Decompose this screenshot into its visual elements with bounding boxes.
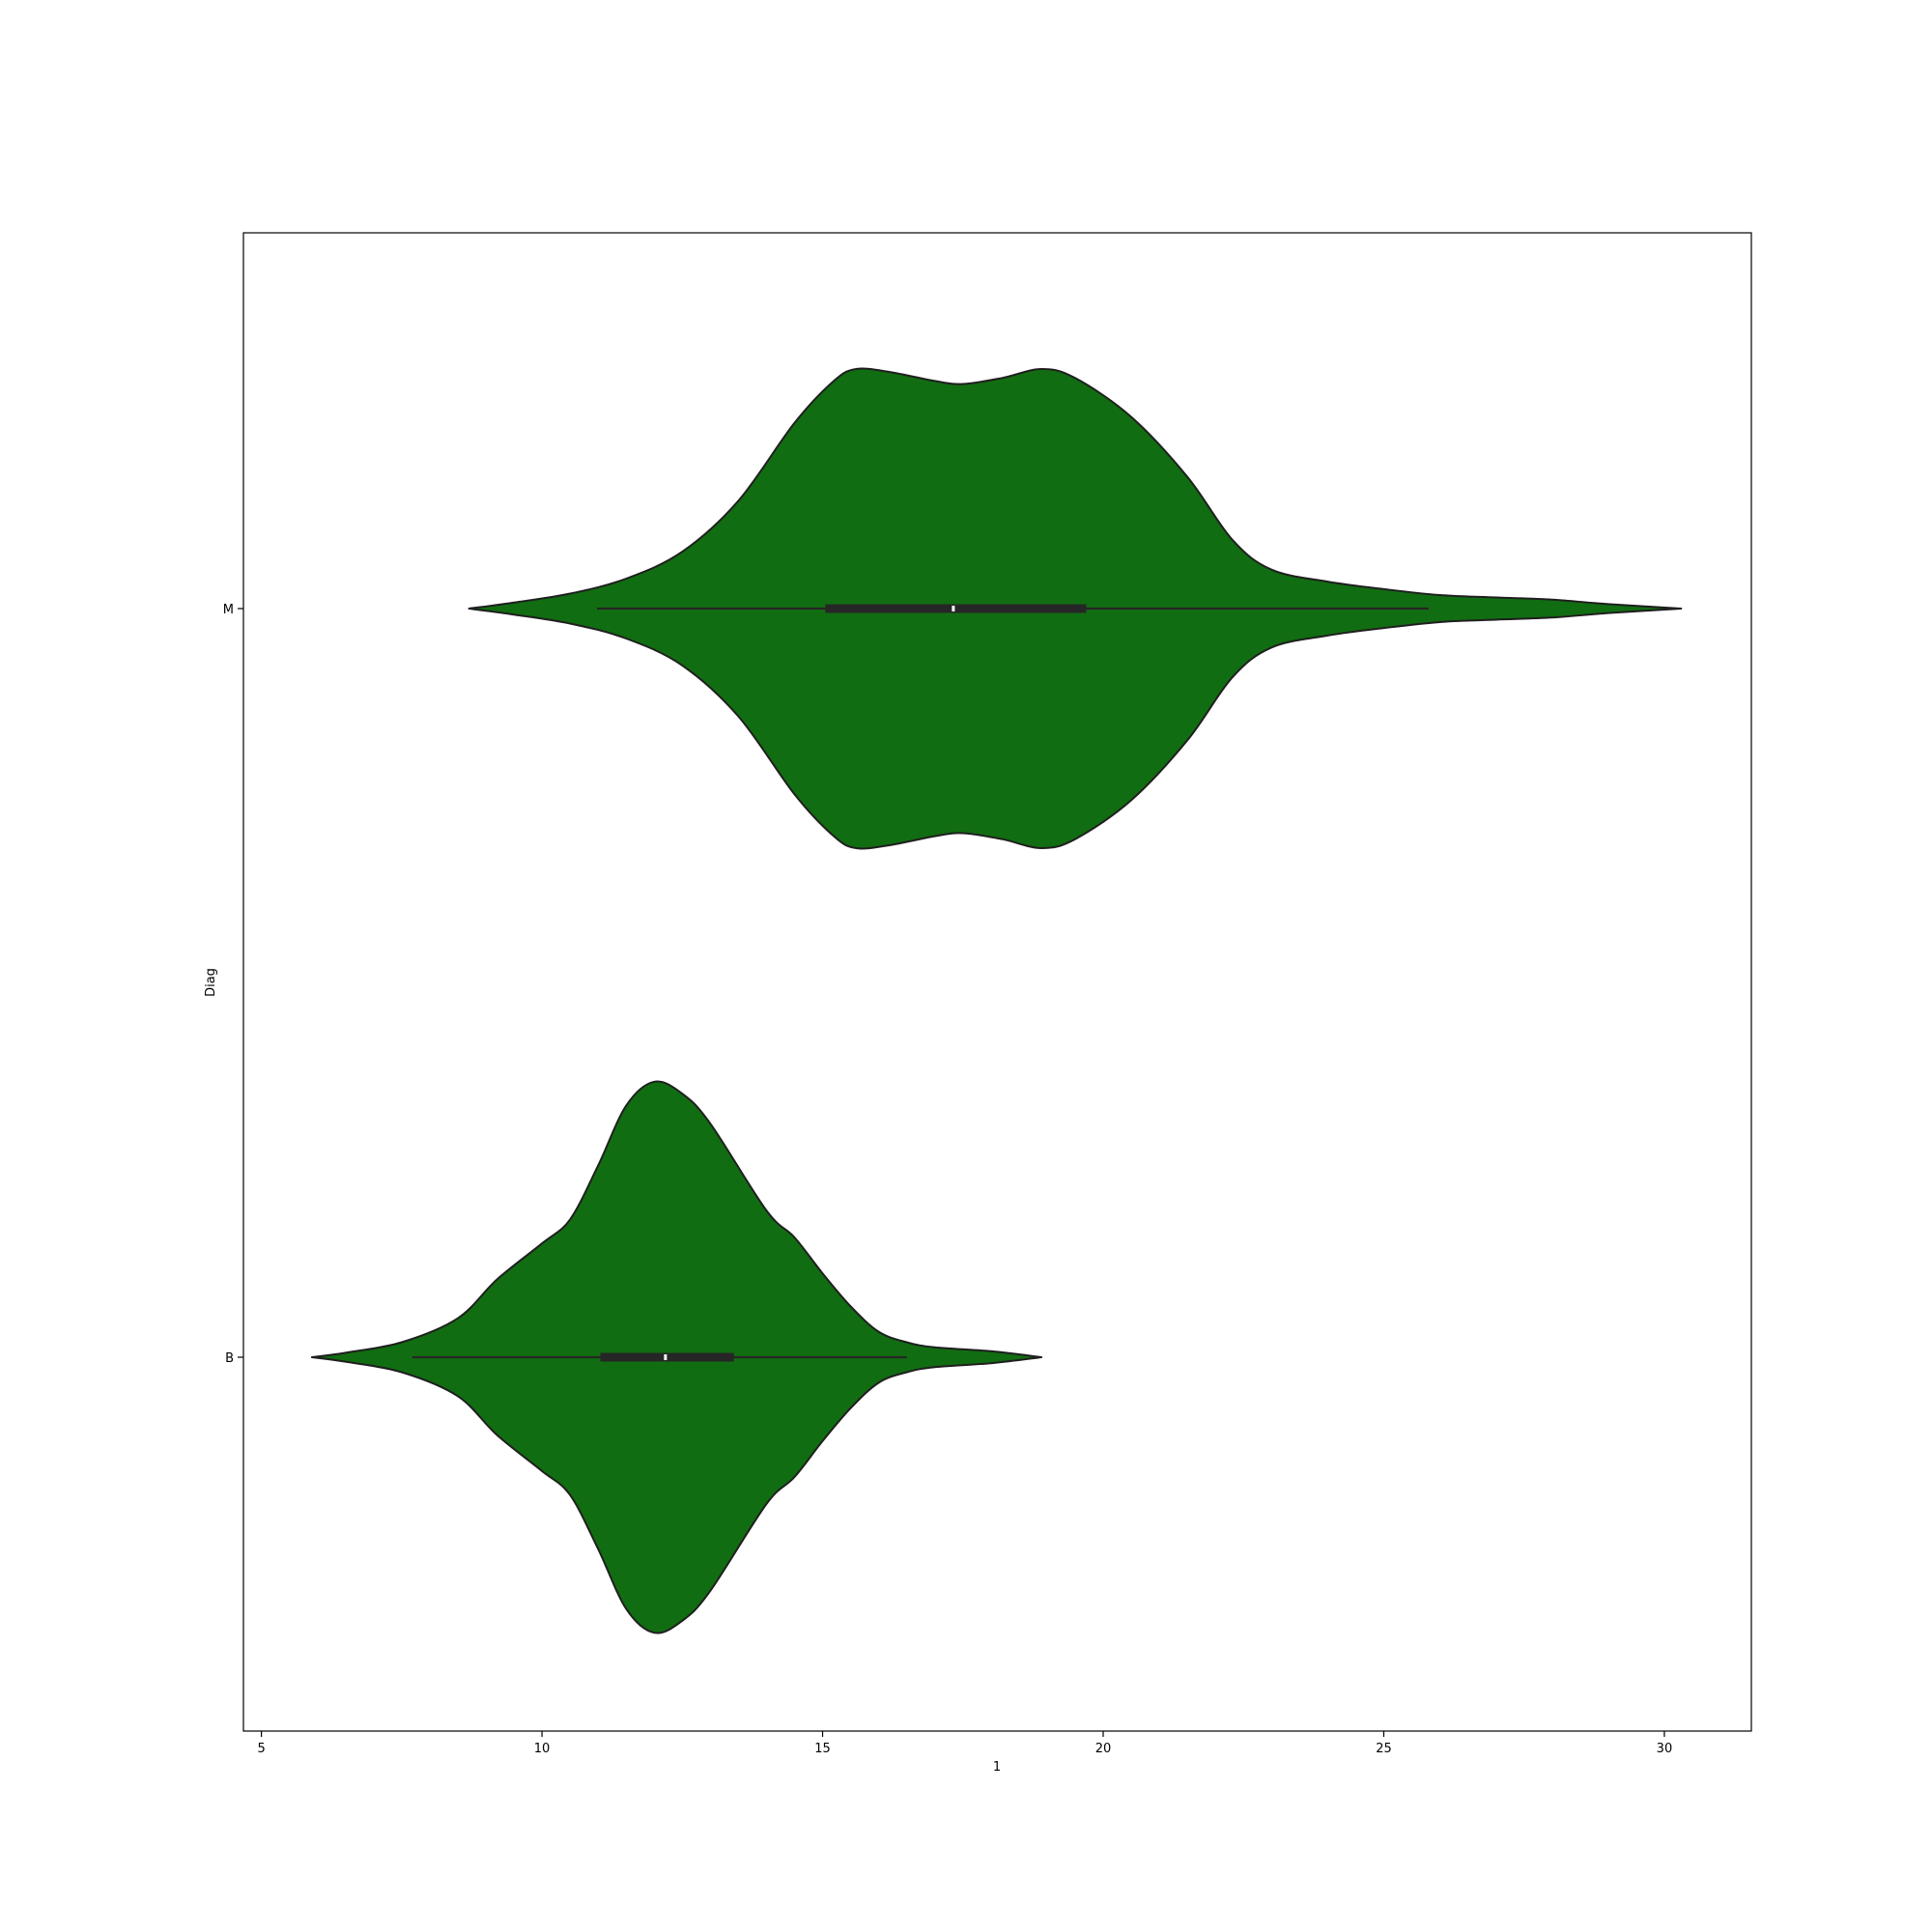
x-tick-label-20: 20 [1095,1742,1112,1756]
y-axis-ticks: MB [223,603,243,1366]
y-axis-label: Diag [204,968,218,997]
plot-frame [242,232,1752,1732]
x-tick-label-30: 30 [1657,1742,1673,1756]
x-axis-ticks: 5 10 15 20 25 30 [257,1731,1672,1756]
x-tick-label-10: 10 [534,1742,551,1756]
x-axis-label: 1 [993,1760,1001,1775]
x-tick-label-5: 5 [257,1742,265,1756]
y-tick-label-M: M [223,603,234,617]
iqr-box-M [825,604,1087,613]
median-marker-M [952,606,955,611]
x-tick-label-25: 25 [1376,1742,1392,1756]
x-tick-label-15: 15 [814,1742,831,1756]
median-marker-B [664,1354,668,1360]
violin-M [468,367,1683,850]
y-tick-label-B: B [225,1351,234,1366]
violin-B [310,1080,1043,1634]
iqr-box-B [600,1352,734,1362]
violins [310,367,1683,1634]
